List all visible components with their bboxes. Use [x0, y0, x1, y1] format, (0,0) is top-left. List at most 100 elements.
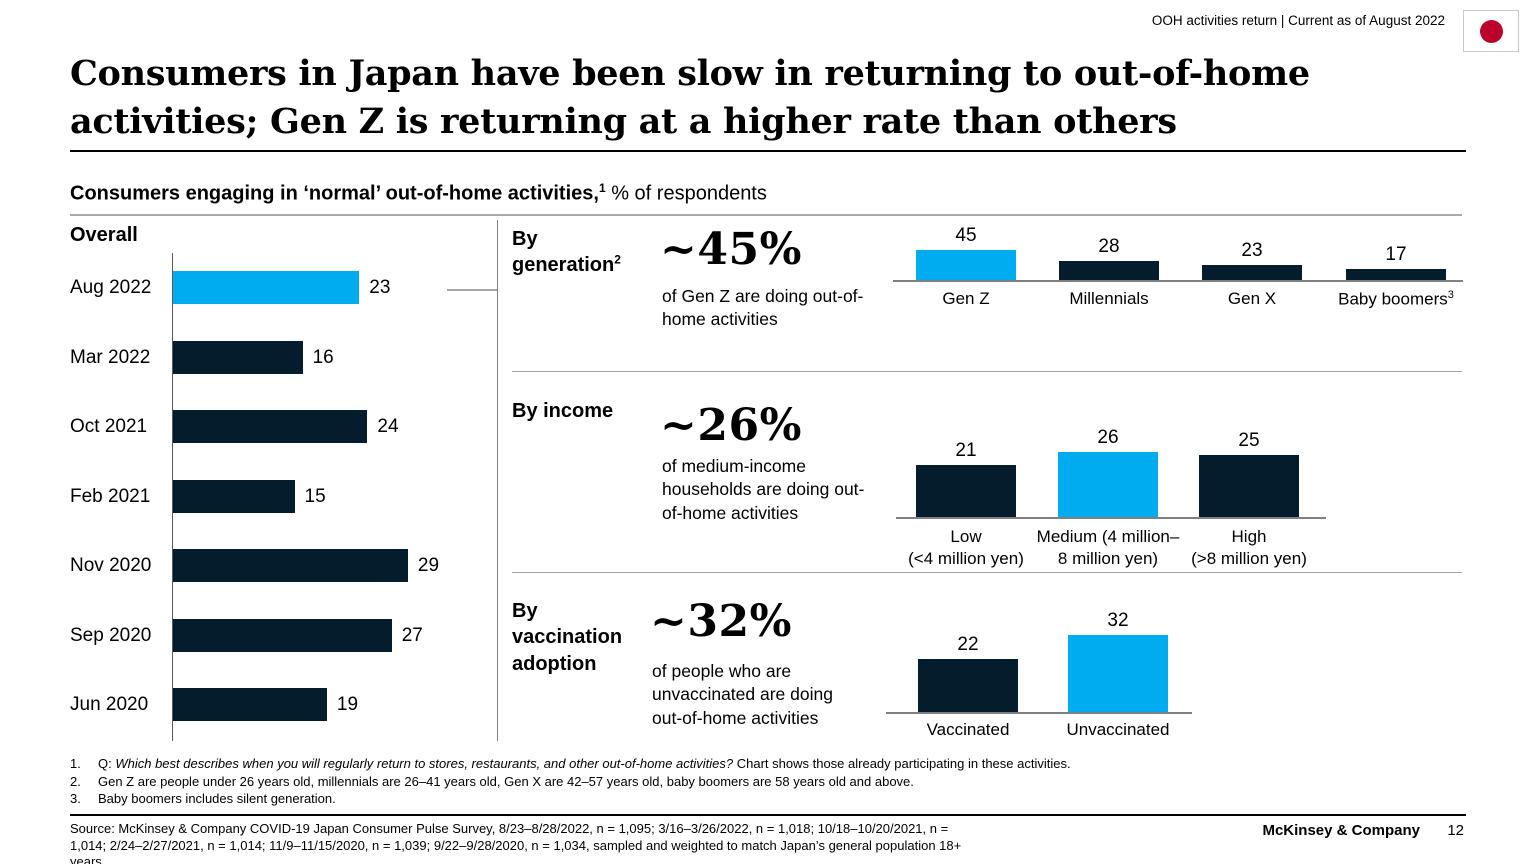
overall-bar-row: Nov 2020 29	[70, 549, 439, 582]
bar-value: 22	[957, 634, 979, 656]
vaccination-label-line2: vaccination	[512, 626, 623, 649]
bar-category-label: High (>8 million yen)	[1157, 526, 1341, 570]
income-stat-desc: of medium-income households are doing ou…	[662, 456, 865, 523]
vaccination-baseline	[886, 712, 1192, 714]
bar-category-label: Unvaccinated	[1066, 720, 1170, 739]
bar-category-label: Gen X	[1227, 289, 1277, 308]
chart-title-unit: % of respondents	[605, 182, 767, 205]
footnote-text: Q: Which best describes when you will re…	[98, 755, 1071, 773]
overall-bar-label: Sep 2020	[70, 624, 152, 646]
footnote-number: 1.	[70, 756, 81, 771]
babyboomers-footnote-marker: 3	[1447, 289, 1454, 301]
flag-circle	[1479, 19, 1503, 43]
footer-rule	[70, 814, 1466, 816]
overall-bar	[173, 271, 360, 304]
overall-bar-row: Oct 2021 24	[70, 410, 399, 443]
bar-column: 21	[916, 424, 1016, 517]
bar-value: 32	[1107, 610, 1129, 632]
overall-axis-line	[172, 253, 173, 741]
bar-category-line1: Low	[950, 527, 982, 546]
bar-value: 26	[1097, 427, 1119, 448]
overall-bar-label: Aug 2022	[70, 276, 152, 298]
bar-category-label: Medium (4 million– 8 million yen)	[1016, 526, 1200, 570]
overall-bar-row: Jun 2020 19	[70, 688, 358, 721]
footnote-text: Gen Z are people under 26 years old, mil…	[98, 773, 914, 789]
bar-category-label: Vaccinated	[926, 720, 1010, 739]
slide-title-line1: Consumers in Japan have been slow in ret…	[70, 53, 1310, 94]
vaccination-stat-desc: of people who are unvaccinated are doing…	[652, 661, 833, 728]
overall-bar	[173, 549, 408, 582]
source-text: Source: McKinsey & Company COVID-19 Japa…	[70, 821, 962, 864]
overall-bar-label: Feb 2021	[70, 485, 151, 507]
bar	[1202, 264, 1302, 280]
overall-bar-value: 16	[312, 346, 334, 368]
title-rule	[70, 150, 1466, 152]
section-separator	[512, 572, 1462, 573]
bar	[1199, 454, 1299, 517]
bar-category-line1: High	[1231, 527, 1267, 546]
bar	[1068, 635, 1168, 712]
generation-label-line2: generation	[512, 254, 615, 277]
overall-bar-label: Oct 2021	[70, 415, 148, 437]
bar-category-text: Baby boomers	[1338, 289, 1448, 309]
chart-title-rule	[70, 214, 1462, 216]
page-number: 12	[1447, 822, 1464, 839]
bar-value: 28	[1098, 236, 1120, 258]
overall-bar-value: 29	[417, 554, 440, 576]
bar	[918, 659, 1018, 712]
footnote-number: 3.	[70, 791, 81, 806]
bar-category-label: Baby boomers3	[1311, 288, 1481, 310]
overall-bar-value: 27	[401, 624, 423, 646]
bar-column: 25	[1199, 424, 1299, 517]
bar-column: 26	[1058, 424, 1158, 517]
footnotes: 1. Q: Which best describes when you will…	[70, 755, 1270, 808]
overall-bar	[173, 480, 295, 513]
header-tag: OOH activities return | Current as of Au…	[1151, 13, 1445, 28]
generation-stat: ~45%	[660, 224, 802, 275]
vaccination-label-line1: By	[512, 600, 538, 622]
income-section-label: By income	[512, 400, 614, 422]
income-baseline	[896, 517, 1326, 519]
vaccination-label-line3: adoption	[512, 652, 597, 675]
overall-bar-row: Sep 2020 27	[70, 619, 423, 652]
income-stat: ~26%	[660, 400, 802, 451]
connector-line	[447, 289, 497, 291]
bar-column: 23	[1202, 222, 1302, 280]
overall-bar-label: Nov 2020	[70, 554, 152, 576]
overall-bar-label: Jun 2020	[70, 693, 149, 715]
overall-bar-row: Feb 2021 15	[70, 480, 326, 513]
generation-stat-desc: of Gen Z are doing out-of-home activitie…	[662, 286, 864, 330]
generation-footnote-marker: 2	[614, 252, 621, 267]
slide-title: Consumers in Japan have been slow in ret…	[70, 50, 1470, 145]
bar-value: 45	[955, 225, 977, 246]
bar-value: 21	[955, 439, 977, 461]
footnote-italic: Which best describes when you will regul…	[115, 756, 734, 771]
overall-bar-value: 19	[336, 693, 359, 715]
footnote-3: 3. Baby boomers includes silent generati…	[70, 790, 1270, 808]
overall-bar-value: 24	[377, 415, 399, 437]
footnote-2: 2. Gen Z are people under 26 years old, …	[70, 773, 1270, 791]
overall-bar-label: Mar 2022	[70, 346, 151, 368]
bar-column: 28	[1059, 222, 1159, 280]
bar-column: 32	[1068, 607, 1168, 712]
section-separator	[512, 371, 1462, 372]
footnote-prefix: Q:	[98, 756, 116, 771]
bar	[1346, 268, 1446, 280]
bar-category-label: Low (<4 million yen)	[874, 526, 1058, 570]
brand-logotype: McKinsey & Company	[1262, 822, 1420, 839]
overall-heading: Overall	[70, 224, 138, 246]
overall-bar	[173, 619, 392, 652]
chart-title: Consumers engaging in ‘normal’ out-of-ho…	[70, 181, 767, 206]
overall-bar	[173, 410, 368, 443]
overall-bar-value: 15	[304, 485, 326, 507]
generation-section-label: By generation2	[512, 226, 621, 279]
bar	[1058, 452, 1158, 517]
bar	[916, 250, 1016, 280]
japan-flag-icon	[1463, 10, 1519, 52]
chart-title-bold: Consumers engaging in ‘normal’ out-of-ho…	[70, 182, 599, 205]
overall-bar-row: Mar 2022 16	[70, 341, 334, 374]
vaccination-chart: 22 32	[886, 607, 1192, 712]
bar-value: 25	[1238, 429, 1260, 451]
bar-value: 17	[1385, 243, 1407, 265]
